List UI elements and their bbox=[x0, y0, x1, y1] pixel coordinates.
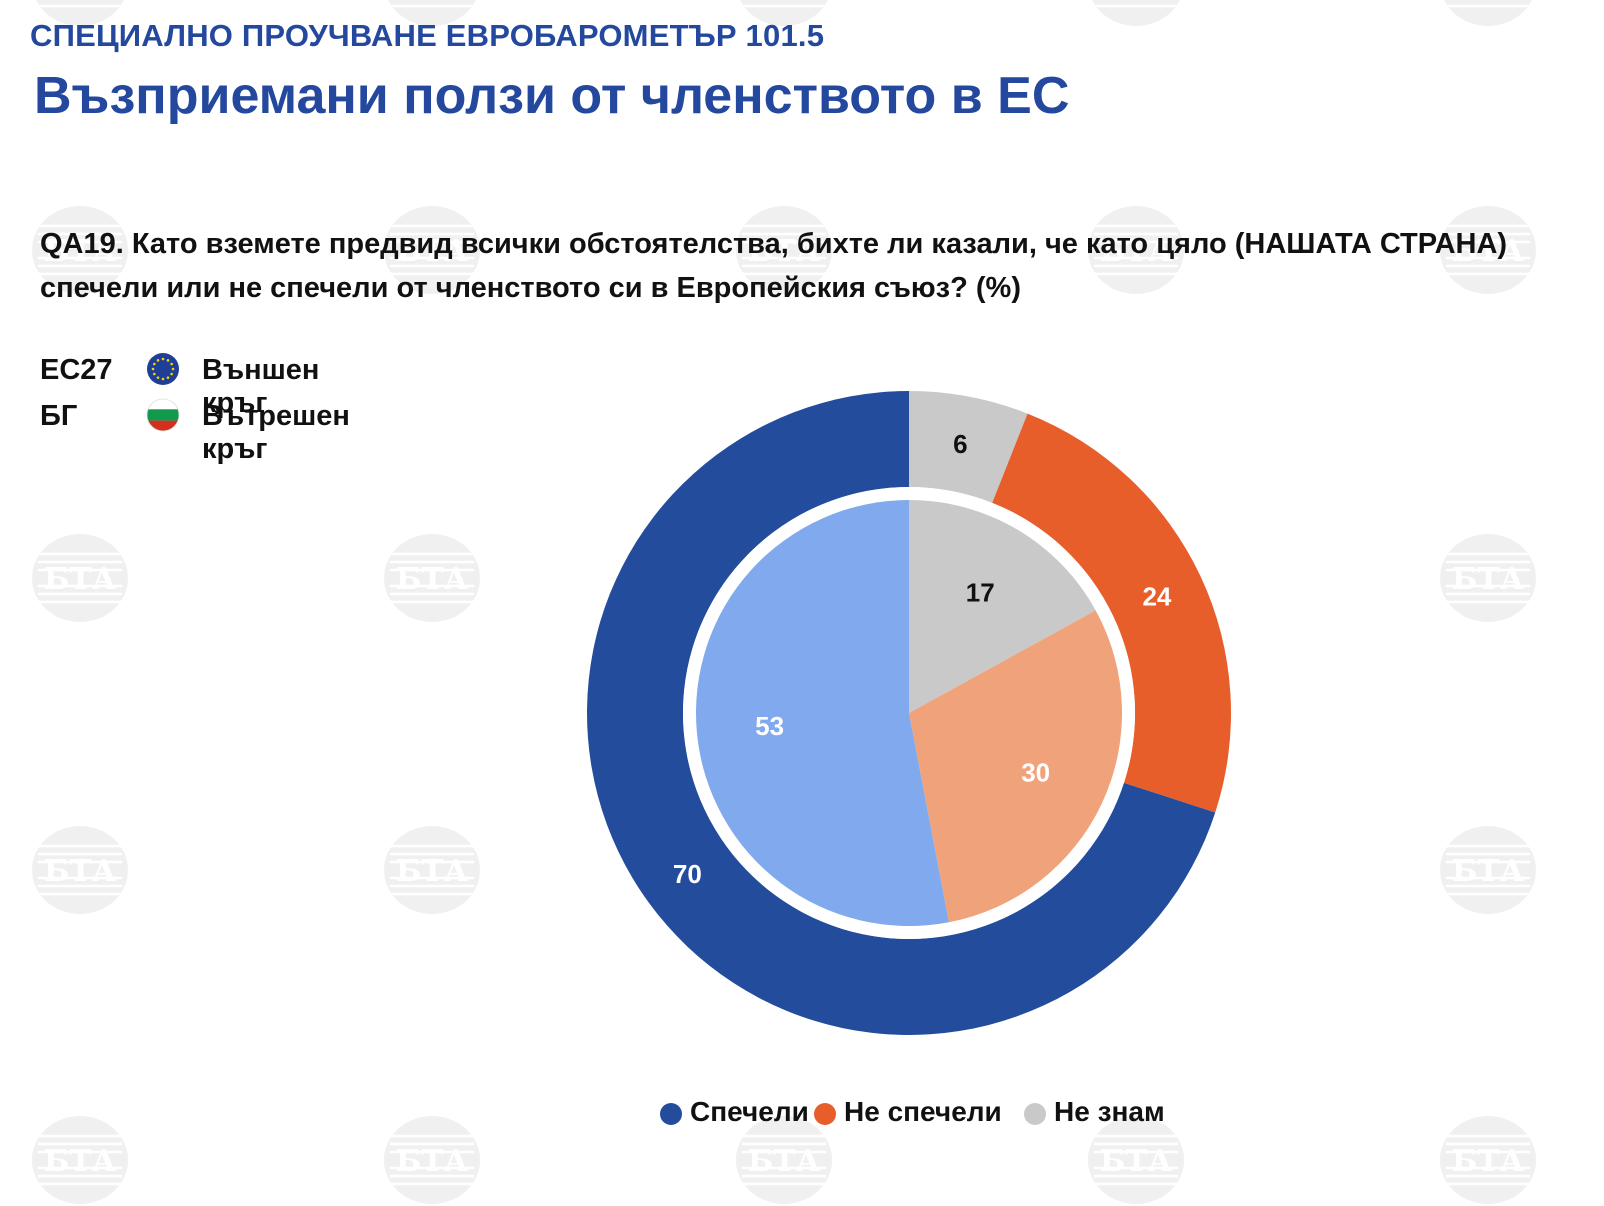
chart-title: Възприемани ползи от членството в ЕС bbox=[34, 67, 1070, 125]
legend-label-not-won: Не спечели bbox=[844, 1096, 1002, 1127]
inner-slice-won bbox=[696, 500, 949, 926]
survey-question: QA19. Като вземете предвид всички обстоя… bbox=[40, 228, 1508, 304]
legend-swatch-dont-know bbox=[1024, 1103, 1046, 1125]
legend-label-dont-know: Не знам bbox=[1054, 1096, 1165, 1127]
inner-label-won: 53 bbox=[755, 711, 784, 741]
legend-swatch-not-won bbox=[814, 1103, 836, 1125]
outer-label-won: 70 bbox=[673, 859, 702, 889]
ring-legend-code: ЕС27 bbox=[40, 354, 113, 386]
survey-supertitle: СПЕЦИАЛНО ПРОУЧВАНЕ ЕВРОБАРОМЕТЪР 101.5 bbox=[30, 18, 825, 53]
outer-slice-not-won bbox=[992, 413, 1231, 813]
inner-label-dont-know: 17 bbox=[966, 577, 995, 607]
legend-label-won: Спечели bbox=[690, 1096, 809, 1127]
ring-legend-code: БГ bbox=[40, 400, 78, 432]
bulgaria-flag-icon bbox=[146, 398, 180, 432]
ring-legend-label: Външен кръг bbox=[202, 354, 320, 419]
legend-swatch-won bbox=[660, 1103, 682, 1125]
inner-label-not-won: 30 bbox=[1021, 758, 1050, 788]
ring-legend-label: Вътрешен кръг bbox=[202, 400, 350, 465]
outer-slice-won bbox=[587, 391, 1216, 1035]
inner-slice-dont-know bbox=[909, 500, 1096, 713]
inner-slice-not-won bbox=[909, 610, 1122, 923]
donut-chart: 6 24 70 17 30 53 bbox=[587, 391, 1231, 1035]
outer-slice-dont-know bbox=[909, 391, 1028, 503]
outer-label-not-won: 24 bbox=[1142, 581, 1171, 611]
outer-label-dont-know: 6 bbox=[953, 429, 967, 459]
eu-flag-icon bbox=[147, 353, 179, 385]
